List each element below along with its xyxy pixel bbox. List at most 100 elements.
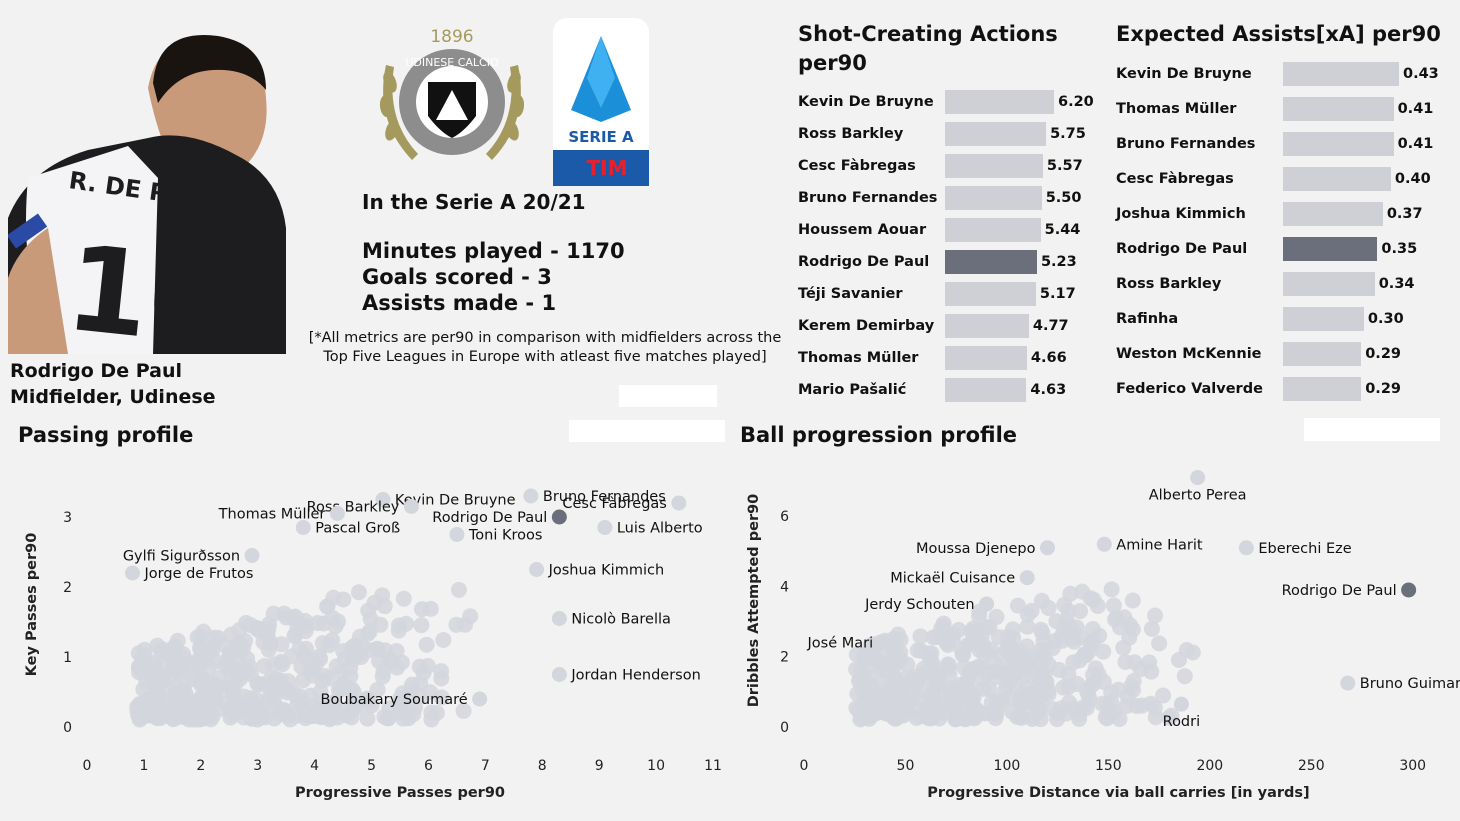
bar-value-label: 5.50 [1045, 190, 1082, 206]
bar-value-label: 5.44 [1044, 222, 1081, 238]
scatter-dot [450, 581, 467, 598]
bar [945, 186, 1042, 210]
scatter-dot [998, 677, 1015, 694]
labeled-dot [1019, 570, 1035, 586]
bar-value-label: 0.29 [1365, 346, 1401, 362]
scatter-dot [1147, 607, 1164, 624]
scatter-dot [988, 608, 1005, 625]
scatter-dot [455, 702, 472, 719]
sca-chart: Shot-Creating Actions per90 Kevin De Bru… [798, 20, 1098, 410]
scatter-dot [1017, 693, 1034, 710]
scatter-dot [433, 689, 450, 706]
udinese-crest-logo: 1896 UDINESE CALCIO [379, 27, 525, 160]
scatter-dot [886, 656, 903, 673]
scatter-dot [1033, 655, 1050, 672]
labeled-dot [472, 691, 488, 707]
bar [945, 218, 1041, 242]
bar [1283, 62, 1399, 86]
scatter-dot [1048, 613, 1065, 630]
point-label: Jordan Henderson [570, 668, 700, 684]
scatter-dot [908, 701, 925, 718]
scatter-dot [1123, 677, 1140, 694]
scatter-dot [872, 674, 889, 691]
scatter-dot [1108, 609, 1125, 626]
bar [945, 90, 1054, 114]
point-label: Thomas Müller [218, 507, 326, 523]
scatter-dot [1062, 585, 1079, 602]
xa-chart-title: Expected Assists[xA] per90 [1116, 22, 1441, 46]
bar-label: Joshua Kimmich [1116, 206, 1246, 222]
scatter-dot [398, 615, 415, 632]
bar-value-label: 0.35 [1381, 241, 1418, 257]
bar-row: Ross Barkley 5.75 [798, 122, 1098, 146]
bar [1283, 272, 1375, 296]
y-tick-label: 1 [63, 650, 72, 666]
labeled-dot [329, 506, 345, 521]
scatter-dot [1008, 708, 1025, 725]
scatter-dot [1016, 667, 1033, 684]
labeled-dot [403, 499, 419, 514]
bar-row: Weston McKennie 0.29 [1116, 342, 1446, 366]
labeled-dot [1039, 540, 1055, 556]
scatter-dot [193, 675, 210, 692]
shirt-number: 10 [60, 219, 238, 354]
point-label: Jerdy Schouten [864, 597, 975, 613]
bar-value-label: 4.77 [1032, 318, 1069, 334]
bar-value-label: 0.29 [1365, 381, 1401, 397]
scatter-dot [144, 702, 161, 719]
scatter-dot [210, 670, 227, 687]
y-tick-label: 4 [780, 579, 789, 595]
scatter-dot [462, 608, 479, 625]
scatter-dot [973, 628, 990, 645]
scatter-dot [1124, 592, 1141, 609]
scatter-dot [862, 637, 879, 654]
point-label: José Mari [807, 636, 874, 652]
scatter-dot [1143, 620, 1160, 637]
scatter-dot [966, 660, 983, 677]
x-tick-label: 9 [595, 758, 604, 774]
scatter-dot [235, 709, 252, 726]
bar [1283, 132, 1394, 156]
bar-label: Federico Valverde [1116, 381, 1263, 397]
bar-label: Cesc Fàbregas [1116, 171, 1234, 187]
scatter-dot [433, 670, 450, 687]
x-tick-label: 300 [1399, 758, 1426, 774]
scatter-dot [1065, 700, 1082, 717]
scatter-dot [389, 659, 406, 676]
scatter-dot [921, 696, 938, 713]
scatter-dot [345, 683, 362, 700]
scatter-dot [152, 643, 169, 660]
scatter-dot [317, 668, 334, 685]
club-name: UDINESE CALCIO [405, 56, 499, 69]
point-label: Luis Alberto [617, 521, 703, 537]
point-label: Alberto Perea [1149, 488, 1247, 504]
scatter-dot [331, 679, 348, 696]
placeholder-box [1304, 418, 1440, 441]
bar-value-label: 0.30 [1367, 311, 1404, 327]
scatter-dot [302, 662, 319, 679]
bar-label: Kerem Demirbay [798, 318, 935, 334]
scatter-dot [326, 694, 343, 711]
scatter-dot [260, 620, 277, 637]
scatter-dot [165, 641, 182, 658]
point-label: Bruno Guimarães [1360, 676, 1460, 692]
bar-label: Bruno Fernandes [1116, 136, 1256, 152]
bar [945, 346, 1027, 370]
sca-chart-title: Shot-Creating Actions per90 [798, 22, 1058, 75]
scatter-dot [1019, 606, 1036, 623]
scatter-dot [349, 699, 366, 716]
bar-label: Thomas Müller [1116, 101, 1237, 117]
scatter-dot [377, 642, 394, 659]
scatter-dot [347, 637, 364, 654]
placeholder-box [569, 420, 725, 442]
bar-row: Joshua Kimmich 0.37 [1116, 202, 1446, 226]
scatter-dot [262, 635, 279, 652]
x-tick-label: 50 [897, 758, 915, 774]
scatter-dot [1034, 624, 1051, 641]
scatter-dot [189, 629, 206, 646]
x-tick-label: 150 [1095, 758, 1122, 774]
goals-scored: Goals scored - 3 [362, 265, 552, 289]
scatter-dot [1072, 603, 1089, 620]
scatter-dot [215, 693, 232, 710]
scatter-dot [291, 640, 308, 657]
